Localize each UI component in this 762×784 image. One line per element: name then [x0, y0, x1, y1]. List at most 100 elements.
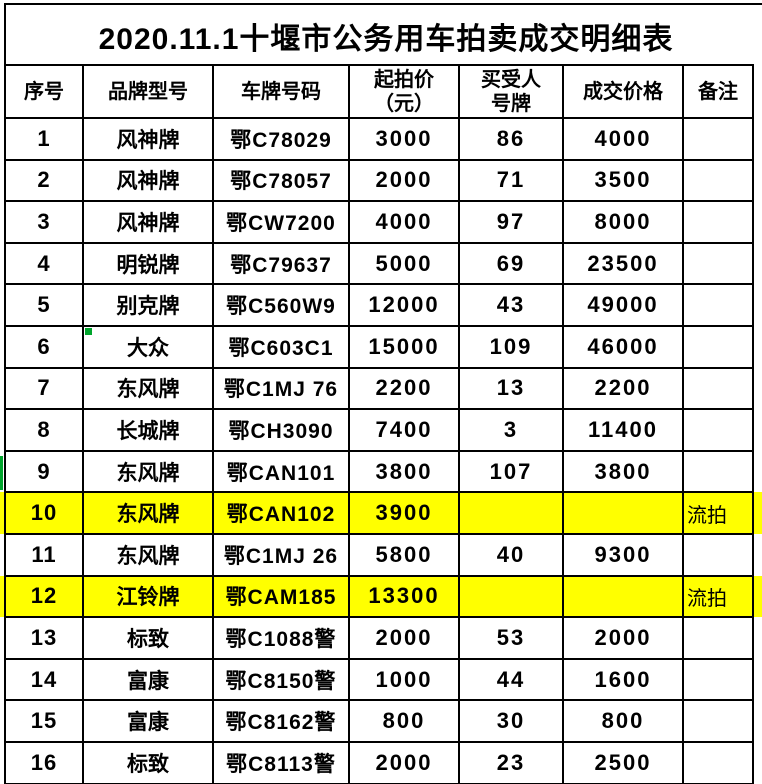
cell-serial[interactable]: 12 [4, 574, 84, 619]
cell-plate[interactable]: 鄂C560W9 [212, 283, 350, 327]
cell-plate[interactable]: 鄂C1MJ 26 [212, 532, 350, 577]
cell-start-price[interactable]: 3000 [348, 117, 460, 161]
cell-serial[interactable]: 16 [4, 740, 84, 784]
cell-remark[interactable] [682, 283, 754, 327]
cell-start-price[interactable]: 2000 [348, 740, 460, 784]
cell-buyer-number[interactable] [458, 491, 564, 535]
cell-plate[interactable]: 鄂C8150警 [212, 657, 350, 702]
header-final-price[interactable]: 成交价格 [562, 64, 684, 119]
cell-final-price[interactable]: 1600 [562, 657, 684, 702]
cell-plate[interactable]: 鄂CW7200 [212, 200, 350, 244]
cell-plate[interactable]: 鄂C8162警 [212, 699, 350, 743]
cell-buyer-number[interactable]: 97 [458, 200, 564, 244]
cell-brand[interactable]: 风神牌 [82, 200, 214, 244]
cell-remark[interactable] [682, 366, 754, 411]
cell-brand[interactable]: 富康 [82, 657, 214, 702]
cell-start-price[interactable]: 2000 [348, 616, 460, 660]
header-remark[interactable]: 备注 [682, 64, 754, 119]
cell-plate[interactable]: 鄂CAM185 [212, 574, 350, 619]
cell-start-price[interactable]: 3800 [348, 449, 460, 494]
cell-buyer-number[interactable]: 107 [458, 449, 564, 494]
cell-remark[interactable] [682, 699, 754, 743]
cell-remark[interactable] [682, 158, 754, 203]
cell-brand[interactable]: 富康 [82, 699, 214, 743]
cell-remark[interactable]: 流拍 [682, 491, 754, 535]
cell-brand[interactable]: 东风牌 [82, 491, 214, 535]
cell-buyer-number[interactable]: 53 [458, 616, 564, 660]
cell-final-price[interactable]: 3500 [562, 158, 684, 203]
cell-serial[interactable]: 6 [4, 324, 84, 369]
header-plate[interactable]: 车牌号码 [212, 64, 350, 119]
cell-plate[interactable]: 鄂C78057 [212, 158, 350, 203]
cell-brand[interactable]: 风神牌 [82, 117, 214, 161]
header-brand[interactable]: 品牌型号 [82, 64, 214, 119]
cell-serial[interactable]: 7 [4, 366, 84, 411]
cell-final-price[interactable]: 46000 [562, 324, 684, 369]
cell-buyer-number[interactable]: 43 [458, 283, 564, 327]
cell-start-price[interactable]: 4000 [348, 200, 460, 244]
cell-start-price[interactable]: 13300 [348, 574, 460, 619]
cell-remark[interactable]: 流拍 [682, 574, 754, 619]
header-buyer-number[interactable]: 买受人 号牌 [458, 64, 564, 119]
cell-serial[interactable]: 5 [4, 283, 84, 327]
cell-final-price[interactable]: 2500 [562, 740, 684, 784]
cell-final-price[interactable]: 4000 [562, 117, 684, 161]
cell-serial[interactable]: 2 [4, 158, 84, 203]
cell-buyer-number[interactable]: 30 [458, 699, 564, 743]
cell-buyer-number[interactable]: 86 [458, 117, 564, 161]
header-serial[interactable]: 序号 [4, 64, 84, 119]
cell-remark[interactable] [682, 408, 754, 452]
cell-final-price[interactable]: 9300 [562, 532, 684, 577]
cell-brand[interactable]: 明锐牌 [82, 241, 214, 286]
cell-start-price[interactable]: 7400 [348, 408, 460, 452]
cell-remark[interactable] [682, 740, 754, 784]
cell-remark[interactable] [682, 200, 754, 244]
cell-serial[interactable]: 9 [4, 449, 84, 494]
cell-final-price[interactable]: 2200 [562, 366, 684, 411]
cell-brand[interactable]: 标致 [82, 616, 214, 660]
cell-start-price[interactable]: 5000 [348, 241, 460, 286]
cell-plate[interactable]: 鄂CAN101 [212, 449, 350, 494]
cell-serial[interactable]: 13 [4, 616, 84, 660]
cell-plate[interactable]: 鄂C603C1 [212, 324, 350, 369]
cell-final-price[interactable]: 23500 [562, 241, 684, 286]
cell-brand[interactable]: 东风牌 [82, 532, 214, 577]
cell-remark[interactable] [682, 324, 754, 369]
cell-plate[interactable]: 鄂CH3090 [212, 408, 350, 452]
cell-start-price[interactable]: 15000 [348, 324, 460, 369]
cell-serial[interactable]: 8 [4, 408, 84, 452]
cell-serial[interactable]: 1 [4, 117, 84, 161]
cell-plate[interactable]: 鄂C1MJ 76 [212, 366, 350, 411]
cell-buyer-number[interactable]: 44 [458, 657, 564, 702]
cell-final-price[interactable]: 2000 [562, 616, 684, 660]
cell-remark[interactable] [682, 532, 754, 577]
cell-brand[interactable]: 标致 [82, 740, 214, 784]
cell-start-price[interactable]: 800 [348, 699, 460, 743]
cell-final-price[interactable]: 3800 [562, 449, 684, 494]
cell-serial[interactable]: 4 [4, 241, 84, 286]
cell-final-price[interactable] [562, 574, 684, 619]
cell-brand[interactable]: 别克牌 [82, 283, 214, 327]
cell-plate[interactable]: 鄂C8113警 [212, 740, 350, 784]
cell-serial[interactable]: 15 [4, 699, 84, 743]
cell-plate[interactable]: 鄂C1088警 [212, 616, 350, 660]
cell-final-price[interactable]: 11400 [562, 408, 684, 452]
cell-brand[interactable]: 长城牌 [82, 408, 214, 452]
cell-final-price[interactable]: 8000 [562, 200, 684, 244]
cell-brand[interactable]: 风神牌 [82, 158, 214, 203]
cell-serial[interactable]: 3 [4, 200, 84, 244]
cell-final-price[interactable]: 49000 [562, 283, 684, 327]
cell-start-price[interactable]: 2000 [348, 158, 460, 203]
header-start-price[interactable]: 起拍价 （元） [348, 64, 460, 119]
cell-remark[interactable] [682, 657, 754, 702]
cell-brand[interactable]: 东风牌 [82, 366, 214, 411]
cell-plate[interactable]: 鄂CAN102 [212, 491, 350, 535]
cell-start-price[interactable]: 1000 [348, 657, 460, 702]
cell-brand[interactable]: 东风牌 [82, 449, 214, 494]
cell-serial[interactable]: 11 [4, 532, 84, 577]
cell-plate[interactable]: 鄂C78029 [212, 117, 350, 161]
cell-remark[interactable] [682, 616, 754, 660]
cell-buyer-number[interactable]: 13 [458, 366, 564, 411]
table-title-cell[interactable]: 2020.11.1十堰市公务用车拍卖成交明细表 [4, 3, 762, 66]
cell-brand[interactable]: 大众 [82, 324, 214, 369]
